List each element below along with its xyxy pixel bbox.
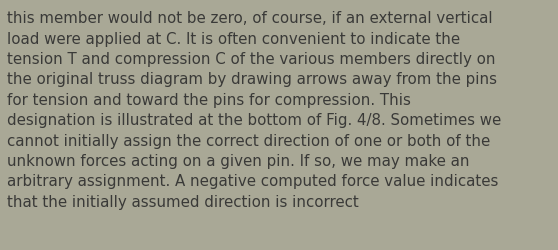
Text: this member would not be zero, of course, if an external vertical
load were appl: this member would not be zero, of course… bbox=[7, 11, 501, 209]
